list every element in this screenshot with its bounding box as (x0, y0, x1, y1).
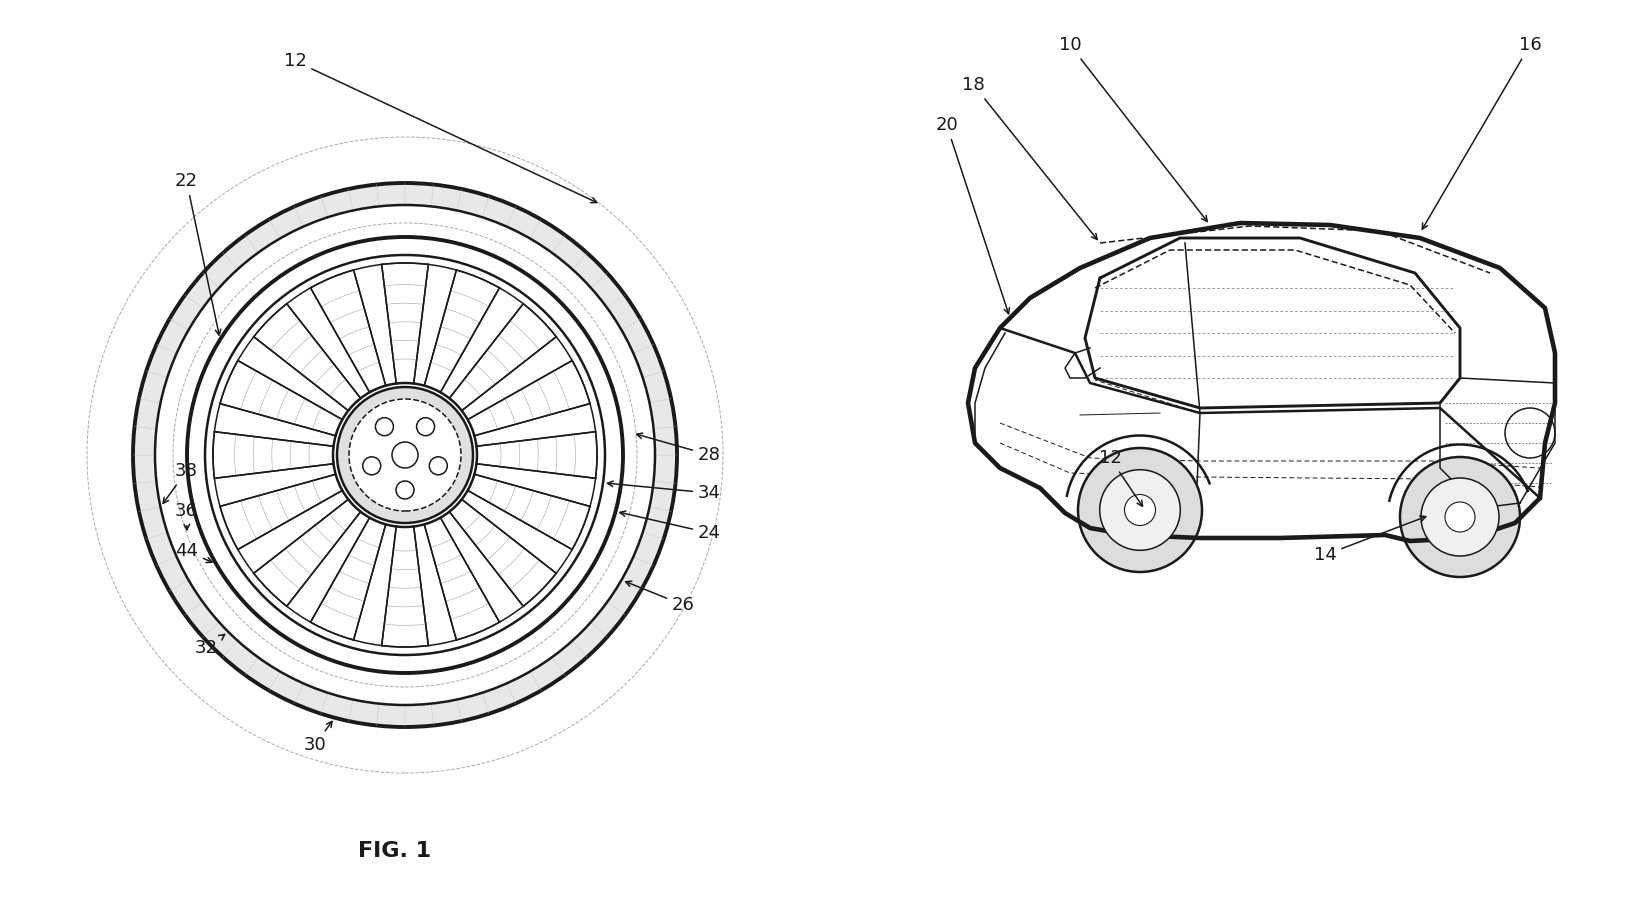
Circle shape (156, 205, 654, 705)
Wedge shape (382, 263, 428, 384)
Wedge shape (310, 518, 385, 640)
Text: 28: 28 (636, 433, 721, 464)
Text: 44: 44 (175, 542, 211, 562)
Circle shape (395, 481, 413, 499)
Wedge shape (220, 474, 343, 549)
Text: 10: 10 (1059, 36, 1206, 222)
Wedge shape (382, 526, 428, 647)
Circle shape (133, 183, 677, 727)
Wedge shape (449, 304, 556, 411)
Wedge shape (425, 270, 500, 392)
Text: 36: 36 (175, 502, 198, 530)
Circle shape (187, 237, 623, 673)
Wedge shape (213, 432, 333, 478)
Text: 26: 26 (626, 581, 695, 614)
Circle shape (416, 418, 434, 436)
Circle shape (336, 387, 472, 523)
Text: FIG. 1: FIG. 1 (359, 841, 431, 861)
Text: 30: 30 (303, 722, 331, 754)
Wedge shape (477, 432, 597, 478)
Circle shape (1077, 448, 1201, 572)
Text: 22: 22 (175, 172, 221, 335)
Text: 16: 16 (1421, 36, 1541, 229)
Wedge shape (254, 304, 361, 411)
Text: 20: 20 (934, 116, 1010, 314)
Wedge shape (310, 270, 385, 392)
Text: 14: 14 (1313, 516, 1424, 564)
Circle shape (1124, 495, 1155, 525)
Text: 24: 24 (620, 511, 721, 542)
Circle shape (205, 255, 605, 655)
Wedge shape (467, 361, 590, 436)
Circle shape (429, 457, 447, 474)
Text: 18: 18 (962, 76, 1096, 239)
Circle shape (1100, 470, 1180, 550)
Wedge shape (254, 499, 361, 606)
Text: 12: 12 (284, 52, 597, 203)
Text: 12: 12 (1098, 449, 1142, 507)
Text: 34: 34 (606, 481, 721, 502)
Wedge shape (425, 518, 500, 640)
Circle shape (375, 418, 393, 436)
Circle shape (392, 442, 418, 468)
Wedge shape (467, 474, 590, 549)
Circle shape (1444, 502, 1473, 532)
Text: 32: 32 (195, 634, 225, 657)
Circle shape (349, 399, 461, 511)
Wedge shape (220, 361, 343, 436)
Wedge shape (449, 499, 556, 606)
Text: 38: 38 (162, 462, 198, 503)
Circle shape (1400, 457, 1519, 577)
Circle shape (1419, 478, 1498, 556)
Circle shape (362, 457, 380, 474)
